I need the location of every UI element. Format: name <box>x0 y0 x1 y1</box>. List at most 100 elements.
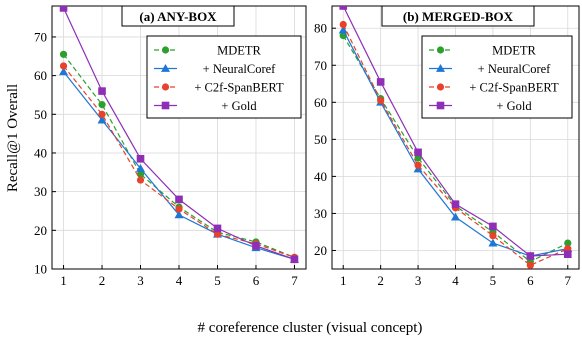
data-point-neuralcoref <box>97 115 107 124</box>
data-point-mdetr <box>98 101 106 109</box>
chart-any-box: 10 20 30 40 50 60 70 1 2 3 4 5 6 7 (a) ANY-BOX MDETR… <box>5 5 307 288</box>
data-point-c2f-spanbert <box>136 176 145 184</box>
data-point-c2f-spanbert <box>98 110 106 118</box>
x-tick-label: 7 <box>565 273 572 288</box>
data-point-c2f-spanbert <box>59 62 68 70</box>
data-point-gold <box>175 195 183 204</box>
x-tick-label: 1 <box>340 273 347 288</box>
legend-label: MDETR <box>492 44 536 58</box>
data-point-c2f-spanbert <box>489 232 497 240</box>
legend-label: + NeuralCoref <box>478 62 551 76</box>
legend-entry-gold: + Gold <box>429 99 532 113</box>
x-tick-label: 4 <box>176 273 183 288</box>
y-tick-label: 20 <box>34 223 47 238</box>
legend-entry-c2f-spanbert: + C2f-SpanBERT <box>429 81 559 95</box>
data-point-gold <box>414 148 422 157</box>
y-tick-label: 50 <box>314 132 327 147</box>
chart-merged-box: 20 30 40 50 60 70 80 1 2 3 4 5 6 7 (b) MERGED-BOX MD… <box>314 5 580 288</box>
y-tick-label: 30 <box>34 184 47 199</box>
data-point-gold <box>489 222 497 231</box>
data-point-gold <box>563 250 572 258</box>
x-tick-label: 3 <box>137 273 144 288</box>
legend-marker <box>161 46 170 54</box>
data-point-gold <box>136 154 145 163</box>
data-point-gold <box>376 78 385 86</box>
data-point-mdetr <box>564 239 572 247</box>
data-point-mdetr <box>136 170 145 178</box>
x-tick-label: 6 <box>253 273 260 288</box>
title-box-merged-box: (b) MERGED-BOX <box>381 5 535 27</box>
data-point-c2f-spanbert <box>377 96 385 105</box>
legend-entry-neuralcoref: + NeuralCoref <box>429 62 551 76</box>
legend-marker <box>161 64 170 72</box>
x-tick-label: 3 <box>415 273 422 288</box>
data-point-neuralcoref <box>174 210 184 219</box>
legend-label: MDETR <box>217 44 261 58</box>
legend-merged-box: MDETR + NeuralCoref + C2f-SpanBERT + Gold <box>421 35 573 119</box>
x-ticks-any-box: 1 2 3 4 5 6 7 <box>60 265 298 288</box>
data-point-gold <box>213 224 222 233</box>
legend-marker <box>161 83 170 91</box>
data-point-gold <box>59 6 68 12</box>
x-tick-label: 1 <box>60 273 67 288</box>
legend-entry-mdetr: MDETR <box>154 44 262 58</box>
data-point-gold <box>290 255 299 264</box>
chart-title-any-box: (a) ANY-BOX <box>139 9 217 24</box>
y-tick-label: 40 <box>314 169 327 184</box>
legend-entry-c2f-spanbert: + C2f-SpanBERT <box>154 81 284 95</box>
y-tick-label: 20 <box>314 243 327 258</box>
data-point-c2f-spanbert <box>213 230 222 238</box>
x-tick-label: 4 <box>452 273 459 288</box>
data-point-c2f-spanbert <box>414 161 422 169</box>
legend-label: + Gold <box>221 99 257 113</box>
legend-marker <box>161 101 170 110</box>
x-tick-label: 5 <box>214 273 221 288</box>
legend-entry-gold: + Gold <box>154 99 257 113</box>
y-tick-label: 10 <box>34 262 47 277</box>
x-tick-label: 7 <box>291 273 298 288</box>
data-point-gold <box>339 6 348 10</box>
x-tick-label: 2 <box>377 273 384 288</box>
y-tick-label: 30 <box>314 206 327 221</box>
data-point-gold <box>252 241 260 250</box>
legend-label: + C2f-SpanBERT <box>469 81 559 95</box>
y-tick-label: 70 <box>34 29 47 44</box>
legend-marker <box>436 101 445 110</box>
data-point-gold <box>526 252 535 260</box>
data-point-c2f-spanbert <box>175 205 183 213</box>
legend-marker <box>436 64 445 72</box>
x-axis-label: # coreference cluster (visual concept) <box>198 320 423 336</box>
x-tick-label: 5 <box>490 273 497 288</box>
legend-any-box: MDETR + NeuralCoref + C2f-SpanBERT + Gold <box>146 35 302 119</box>
x-tick-label: 6 <box>527 273 534 288</box>
legend-entry-neuralcoref: + NeuralCoref <box>154 62 276 76</box>
legend-label: + Gold <box>496 99 532 113</box>
y-tick-label: 60 <box>34 68 47 83</box>
series-gold <box>59 6 299 264</box>
data-point-gold <box>451 200 460 208</box>
y-ticks-merged-box: 20 30 40 50 60 70 80 <box>314 21 336 258</box>
y-axis-label: Recall@1 Overall <box>5 84 21 192</box>
data-point-neuralcoref <box>338 25 348 34</box>
data-point-c2f-spanbert <box>339 20 347 29</box>
data-point-gold <box>98 87 106 95</box>
x-tick-label: 2 <box>99 273 106 288</box>
y-tick-label: 50 <box>34 107 47 122</box>
data-point-neuralcoref <box>451 212 460 221</box>
series-gold <box>339 6 572 260</box>
x-ticks-merged-box: 1 2 3 4 5 6 7 <box>340 265 572 288</box>
chart-title-merged-box: (b) MERGED-BOX <box>403 9 514 24</box>
legend-label: + C2f-SpanBERT <box>194 81 284 95</box>
series-merged-box <box>338 6 573 269</box>
legend-entry-mdetr: MDETR <box>429 44 537 58</box>
data-point-neuralcoref <box>488 238 498 247</box>
legend-label: + NeuralCoref <box>203 62 276 76</box>
data-point-neuralcoref <box>59 67 69 76</box>
legend-marker <box>436 83 445 91</box>
data-point-neuralcoref <box>136 163 146 172</box>
y-tick-label: 40 <box>34 145 47 160</box>
y-tick-label: 60 <box>314 95 327 110</box>
y-ticks-any-box: 10 20 30 40 50 60 70 <box>34 29 56 277</box>
y-tick-label: 70 <box>314 58 327 73</box>
